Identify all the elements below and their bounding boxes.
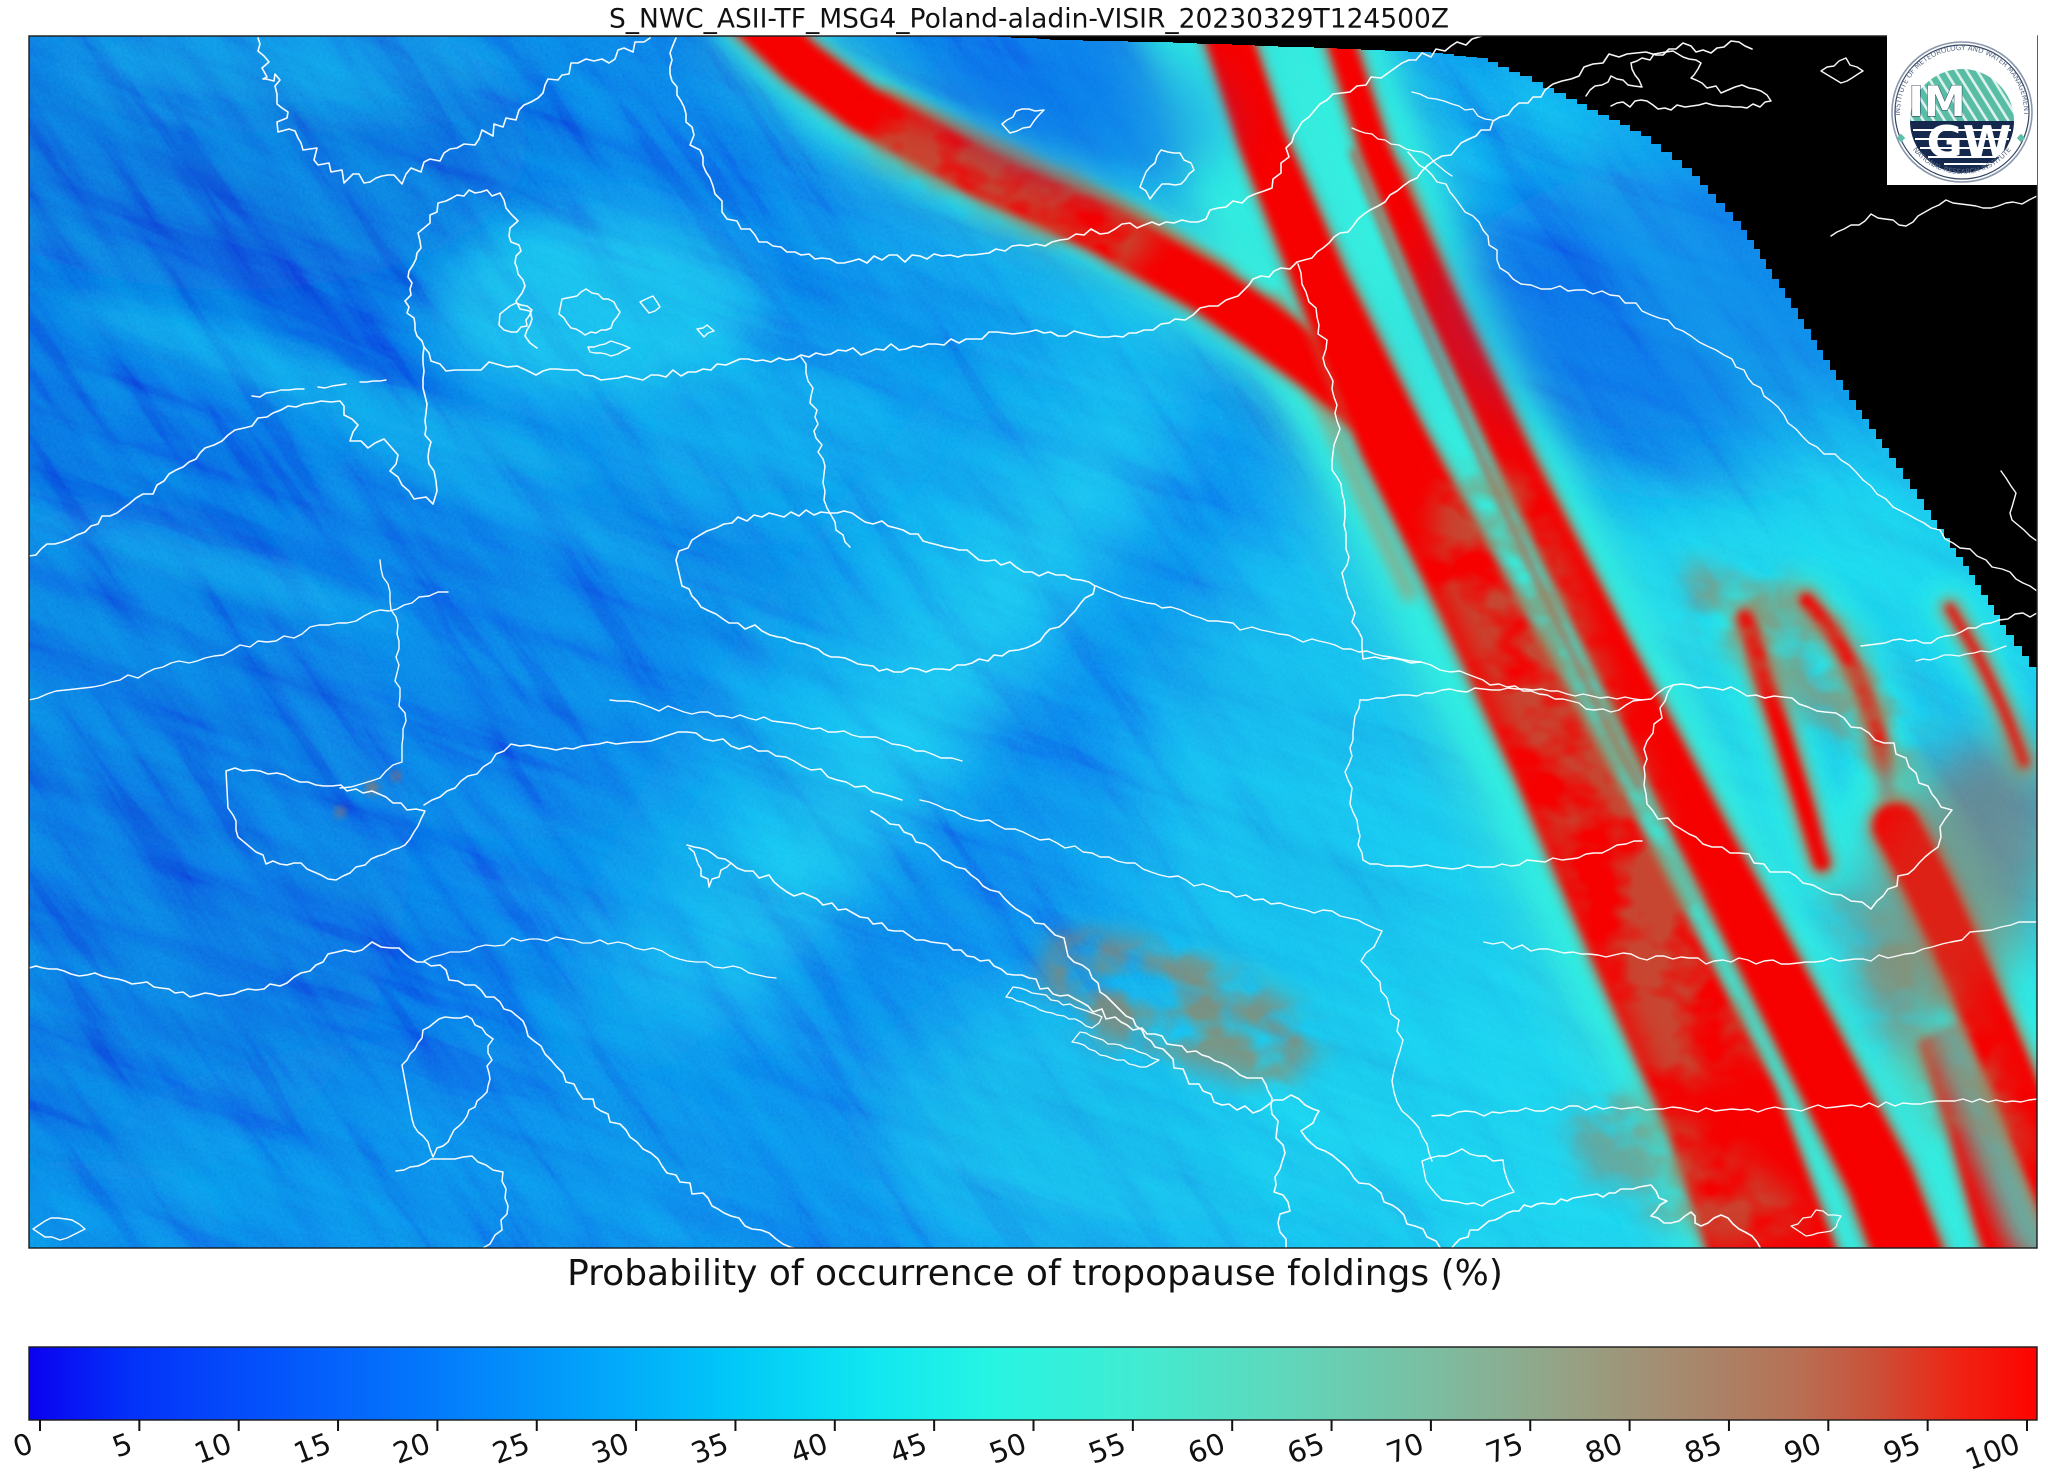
colorbar-tick-label: 100 [1961,1426,2025,1477]
colorbar-tick-label: 65 [1283,1426,1329,1471]
logo-seal-outer2 [1894,44,2030,180]
colorbar-tick-label: 60 [1183,1426,1229,1471]
logo-seal-disc: IM GW [1908,69,2014,173]
colorbar-tick-label: 50 [985,1426,1031,1471]
logo-acronym-gw: GW [1927,117,2012,168]
colorbar-tick-label: 30 [587,1426,633,1471]
colorbar-tick-label: 95 [1879,1426,1925,1471]
colorbar-tick-label: 90 [1779,1426,1825,1471]
country-borders [29,36,2037,1248]
colorbar-tick-label: 20 [388,1426,434,1471]
colorbar-tick-label: 5 [108,1426,137,1464]
imgw-logo: IM GW INSTITUTE OF METEOROLOGY AND WATER… [1887,34,2037,185]
colorbar: 0 5 10 15 20 25 30 35 40 45 50 55 60 65 70 75 80 85 90 95 10… [8,1346,2038,1477]
off-disk-region [985,36,2037,678]
colorbar-gradient [29,1347,2037,1420]
colorbar-tick-label: 35 [687,1426,733,1471]
colorbar-tick-label: 55 [1084,1426,1130,1471]
colorbar-tick-label: 45 [885,1426,931,1471]
figure-title: S_NWC_ASII-TF_MSG4_Poland-aladin-VISIR_2… [609,4,1449,35]
colorbar-tick-label: 80 [1581,1426,1627,1471]
colorbar-tick-label: 70 [1382,1426,1428,1471]
colorbar-tick-label: 15 [289,1426,335,1471]
colorbar-ticks [39,1420,2028,1431]
colorbar-tick-labels: 0 5 10 15 20 25 30 35 40 45 50 55 60 65 70 75 80 85 90 95 10… [8,1426,2024,1477]
colorbar-tick-label: 0 [8,1426,37,1464]
colorbar-tick-label: 85 [1680,1426,1726,1471]
colorbar-tick-label: 10 [190,1426,236,1471]
map-caption: Probability of occurrence of tropopause … [567,1253,1503,1294]
map-frame [28,35,2038,1249]
colorbar-tick-label: 25 [488,1426,534,1471]
colorbar-tick-label: 75 [1481,1426,1527,1471]
logo-acronym-im: IM [1908,77,1965,126]
colorbar-tick-label: 40 [786,1426,832,1471]
